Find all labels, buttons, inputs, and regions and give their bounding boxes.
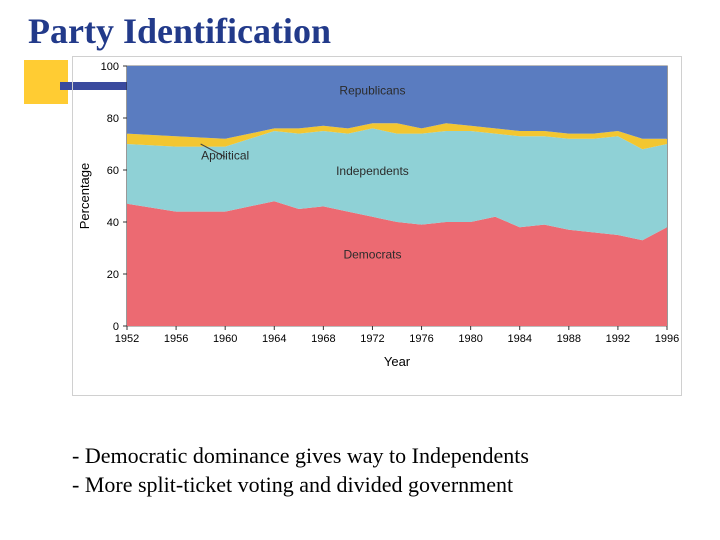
svg-text:Apolitical: Apolitical — [201, 149, 249, 163]
svg-text:1952: 1952 — [115, 333, 139, 345]
svg-text:1996: 1996 — [655, 333, 679, 345]
svg-text:1968: 1968 — [311, 333, 335, 345]
svg-text:Independents: Independents — [336, 164, 409, 178]
svg-text:1980: 1980 — [458, 333, 482, 345]
svg-text:1976: 1976 — [409, 333, 433, 345]
svg-text:1964: 1964 — [262, 333, 286, 345]
bullet-list: - Democratic dominance gives way to Inde… — [72, 442, 529, 499]
svg-text:20: 20 — [107, 269, 119, 281]
svg-text:Percentage: Percentage — [77, 163, 92, 230]
svg-text:40: 40 — [107, 217, 119, 229]
svg-text:0: 0 — [113, 321, 119, 333]
bullet-item: - Democratic dominance gives way to Inde… — [72, 442, 529, 471]
svg-text:Democrats: Democrats — [343, 247, 401, 261]
svg-text:Year: Year — [384, 354, 411, 369]
area-chart: 0 20 40 60 80 100 1952 1956 1960 1964 1968 1972 1976… — [72, 56, 682, 396]
chart-svg: 0 20 40 60 80 100 1952 1956 1960 1964 1968 1972 1976… — [72, 56, 682, 396]
svg-text:1984: 1984 — [507, 333, 531, 345]
svg-text:Republicans: Republicans — [339, 84, 405, 98]
svg-text:1972: 1972 — [360, 333, 384, 345]
page-title: Party Identification — [28, 10, 331, 52]
svg-text:60: 60 — [107, 165, 119, 177]
svg-text:1992: 1992 — [606, 333, 630, 345]
svg-text:1956: 1956 — [164, 333, 188, 345]
svg-text:1960: 1960 — [213, 333, 237, 345]
bullet-item: - More split-ticket voting and divided g… — [72, 471, 529, 500]
svg-text:80: 80 — [107, 113, 119, 125]
svg-text:100: 100 — [101, 61, 119, 73]
svg-text:1988: 1988 — [557, 333, 581, 345]
